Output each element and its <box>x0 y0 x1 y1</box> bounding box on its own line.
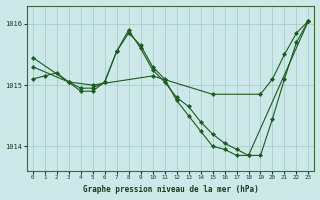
X-axis label: Graphe pression niveau de la mer (hPa): Graphe pression niveau de la mer (hPa) <box>83 185 259 194</box>
